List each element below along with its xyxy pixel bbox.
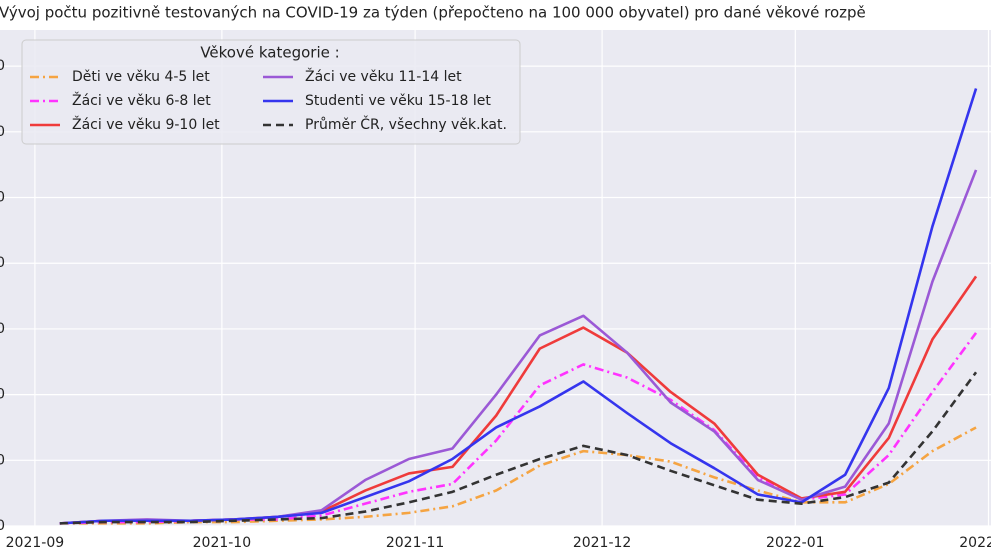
y-tick-label: 2000 [0, 255, 5, 271]
legend-label: Žáci ve věku 9-10 let [72, 115, 220, 133]
series-line [59, 88, 978, 525]
legend-label: Žáci ve věku 6-8 let [72, 91, 211, 109]
legend: Věkové kategorie : Děti ve věku 4-5 let Ž… [21, 39, 521, 145]
series-line [59, 426, 977, 525]
x-tick-label: 2021-12 [573, 535, 632, 551]
x-tick-label: 2022-02 [959, 535, 991, 551]
legend-title: Věkové kategorie : [200, 44, 339, 62]
x-tick-label: 2022-01 [766, 535, 825, 551]
x-tick-label: 2021-09 [6, 535, 65, 551]
legend-label: Průměr ČR, všechny věk.kat. [305, 115, 507, 133]
series-line [59, 371, 978, 525]
legend-box [21, 39, 521, 145]
y-tick-label: 0 [0, 518, 5, 534]
y-tick-label: 2500 [0, 190, 5, 206]
legend-label: Žáci ve věku 11-14 let [305, 67, 462, 85]
y-tick-label: 500 [0, 452, 5, 468]
x-tick-label: 2021-10 [193, 535, 252, 551]
lines [59, 88, 978, 525]
legend-label: Studenti ve věku 15-18 let [305, 93, 491, 109]
y-tick-label: 1500 [0, 321, 5, 337]
y-tick-label: 3500 [0, 58, 5, 74]
legend-label: Děti ve věku 4-5 let [72, 69, 210, 85]
chart-title: Vývoj počtu pozitivně testovaných na COV… [0, 4, 866, 22]
y-tick-label: 3000 [0, 124, 5, 140]
x-tick-label: 2021-11 [386, 535, 445, 551]
